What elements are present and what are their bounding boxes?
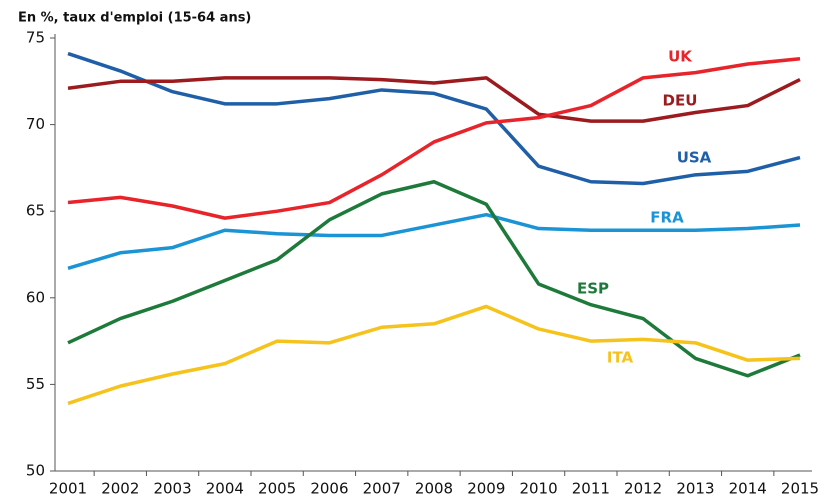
series-line	[67, 212, 801, 271]
x-tick-label: 2004	[206, 480, 244, 498]
y-tick-label: 70	[26, 115, 45, 133]
series-label: UK	[668, 48, 693, 66]
y-tick-label: 65	[26, 202, 45, 220]
series-label: USA	[677, 149, 712, 167]
series-label: FRA	[650, 209, 684, 227]
series-line	[67, 57, 801, 220]
series-line	[67, 180, 801, 378]
x-tick-label: 2015	[781, 480, 819, 498]
x-tick-label: 2007	[363, 480, 401, 498]
x-tick-label: 2002	[101, 480, 139, 498]
y-tick-label: 75	[26, 29, 45, 47]
x-tick-label: 2014	[729, 480, 767, 498]
x-tick-label: 2009	[467, 480, 505, 498]
x-tick-label: 2010	[519, 480, 557, 498]
y-tick-label: 60	[26, 288, 45, 306]
series-line	[67, 76, 801, 123]
x-tick-label: 2013	[676, 480, 714, 498]
x-tick-label: 2005	[258, 480, 296, 498]
x-tick-label: 2008	[415, 480, 453, 498]
x-tick-label: 2003	[153, 480, 191, 498]
x-tick-label: 2001	[49, 480, 87, 498]
series-label: DEU	[663, 92, 698, 110]
series-label: ESP	[577, 280, 609, 298]
series-line	[67, 51, 801, 186]
x-tick-label: 2006	[310, 480, 348, 498]
y-tick-label: 55	[26, 375, 45, 393]
series-line	[67, 304, 801, 406]
series-label: ITA	[607, 349, 634, 367]
x-tick-label: 2011	[572, 480, 610, 498]
chart-title: En %, taux d'emploi (15-64 ans)	[18, 11, 251, 26]
y-tick-label: 50	[26, 462, 45, 480]
x-tick-label: 2012	[624, 480, 662, 498]
